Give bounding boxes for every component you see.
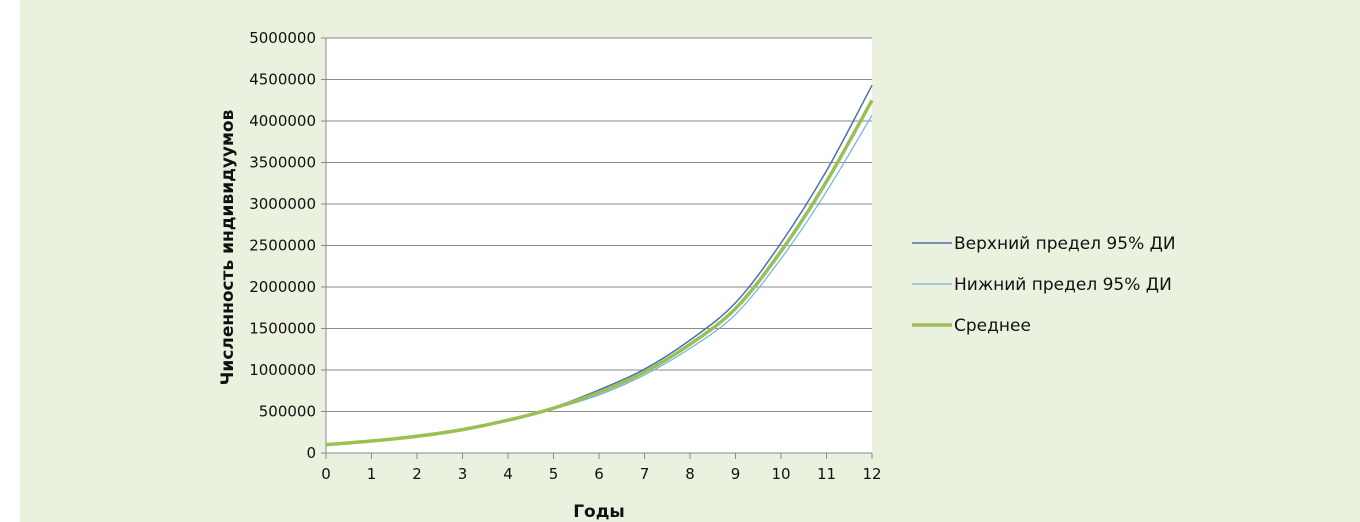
series-line-3 bbox=[325, 99, 874, 447]
x-tick-label: 9 bbox=[731, 465, 741, 483]
y-tick-label: 4000000 bbox=[249, 112, 316, 130]
y-tick-label: 1500000 bbox=[249, 320, 316, 338]
y-tick-label: 3000000 bbox=[249, 195, 316, 213]
y-tick-label: 5000000 bbox=[249, 29, 316, 47]
x-axis-title: Годы bbox=[573, 502, 625, 522]
gridlines bbox=[326, 37, 872, 453]
y-tick-label: 3500000 bbox=[249, 154, 316, 172]
y-tick-label: 2500000 bbox=[249, 237, 316, 255]
y-axis-title: Численность индивидуумов bbox=[218, 109, 238, 385]
x-tick-label: 2 bbox=[412, 465, 422, 483]
x-tick-label: 12 bbox=[862, 465, 881, 483]
y-tick-label: 1000000 bbox=[249, 361, 316, 379]
legend: Верхний предел 95% ДИ Нижний предел 95% Д… bbox=[912, 234, 1176, 336]
legend-label: Верхний предел 95% ДИ bbox=[954, 234, 1176, 254]
y-tick-label: 0 bbox=[306, 444, 316, 462]
x-tick-label: 5 bbox=[549, 465, 559, 483]
legend-label: Среднее bbox=[954, 316, 1031, 336]
x-tick-label: 8 bbox=[685, 465, 695, 483]
y-tick-label: 2000000 bbox=[249, 278, 316, 296]
y-tick-label: 500000 bbox=[259, 403, 316, 421]
x-tick-label: 0 bbox=[321, 465, 331, 483]
x-tick-label: 4 bbox=[503, 465, 513, 483]
y-tick-label: 4500000 bbox=[249, 71, 316, 89]
x-tick-label: 10 bbox=[771, 465, 790, 483]
axes bbox=[325, 38, 872, 454]
x-tick-label: 6 bbox=[594, 465, 604, 483]
legend-label: Нижний предел 95% ДИ bbox=[954, 275, 1172, 295]
line-chart: 0 500000 1000000 1500000 2000000 2500000 30000… bbox=[218, 29, 1176, 522]
x-tick-label: 1 bbox=[367, 465, 377, 483]
x-tick-label: 7 bbox=[640, 465, 650, 483]
y-axis-ticks: 0 500000 1000000 1500000 2000000 2500000 30000… bbox=[249, 29, 326, 462]
chart-panel: 0 500000 1000000 1500000 2000000 2500000 30000… bbox=[20, 0, 1360, 522]
x-tick-label: 11 bbox=[817, 465, 836, 483]
series-lines bbox=[325, 84, 874, 447]
x-axis-ticks: 0 1 2 3 4 5 6 7 8 9 10 11 12 bbox=[321, 453, 882, 483]
x-tick-label: 3 bbox=[458, 465, 468, 483]
